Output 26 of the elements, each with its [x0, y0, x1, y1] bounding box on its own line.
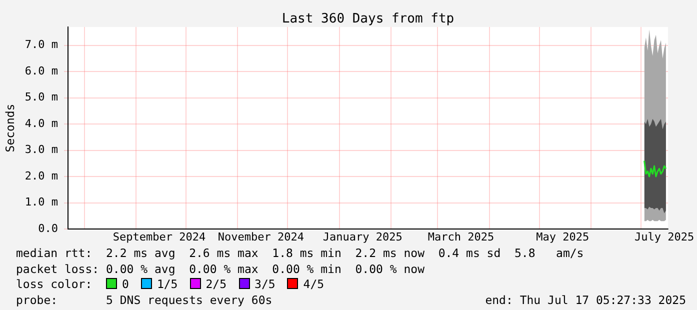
- legend-title: loss color:: [16, 277, 94, 292]
- x-tick-label: March 2025: [428, 230, 494, 244]
- y-axis-title: Seconds: [2, 104, 17, 152]
- text: end: Thu Jul 17 05:27:33 2025: [485, 292, 686, 308]
- x-tick-label: September 2024: [112, 230, 206, 244]
- y-tick-label: 7.0 m: [24, 38, 58, 52]
- y-tick-label: 0.0: [38, 222, 58, 235]
- legend-label: 0: [122, 277, 129, 292]
- y-tick-label: 4.0 m: [24, 116, 58, 130]
- y-tick-label: 2.0 m: [24, 169, 58, 182]
- legend-label: 3/5: [254, 277, 276, 292]
- legend-label: 2/5: [206, 277, 227, 292]
- text: packet loss: 0.00 % avg 0.00 % max 0.00 % min 0.00 % now: [16, 262, 426, 278]
- legend-label: 1/5: [156, 277, 178, 292]
- legend-label: 4/5: [303, 277, 324, 292]
- text: probe: 5 DNS requests every 60s: [16, 292, 272, 307]
- y-tick-label: 3.0 m: [24, 143, 58, 156]
- y-tick-label: 6.0 m: [24, 64, 58, 78]
- x-tick-label: November 2024: [218, 230, 304, 244]
- y-tick-label: 1.0 m: [24, 196, 58, 209]
- x-tick-label: July 2025: [634, 230, 694, 244]
- y-tick-label: 5.0 m: [24, 90, 58, 104]
- x-tick-label: January 2025: [322, 230, 402, 244]
- text: median rtt: 2.2 ms avg 2.6 ms max 1.8 ms min 2.2 ms now 0.4 ms sd 5.8 am/s: [16, 246, 585, 262]
- chart-title: Last 360 Days from ftp: [282, 11, 454, 26]
- x-tick-label: May 2025: [536, 230, 590, 244]
